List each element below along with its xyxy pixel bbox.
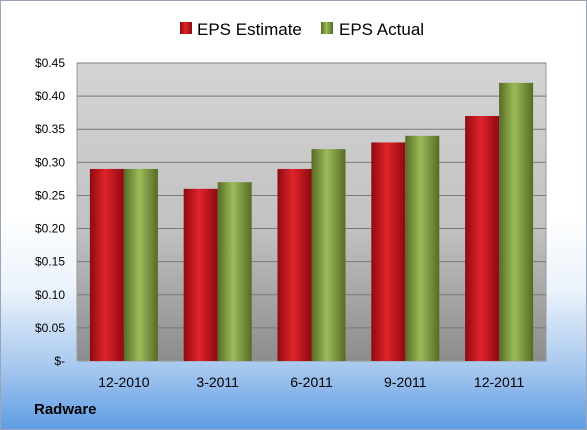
bar-eps-actual <box>405 135 440 361</box>
legend: EPS Estimate EPS Actual <box>180 20 424 39</box>
y-tick-label: $0.20 <box>35 222 65 236</box>
y-tick-label: $0.25 <box>35 188 65 202</box>
y-tick-label: $0.40 <box>35 89 65 103</box>
y-tick-label: $0.45 <box>35 56 65 70</box>
x-tick-label: 12-2010 <box>98 374 150 390</box>
bar-eps-estimate <box>465 115 500 361</box>
bar-eps-estimate <box>89 168 124 361</box>
bar-eps-actual <box>311 149 346 361</box>
x-tick-label: 3-2011 <box>196 374 239 390</box>
x-tick-label: 6-2011 <box>290 374 333 390</box>
legend-swatch-actual <box>321 22 333 34</box>
y-tick-label: $0.10 <box>35 288 65 302</box>
bar-eps-estimate <box>371 142 406 361</box>
y-tick-label: $- <box>54 354 65 368</box>
x-tick-label: 12-2011 <box>474 374 525 390</box>
y-tick-label: $0.05 <box>35 321 65 335</box>
bar-eps-estimate <box>277 168 312 361</box>
bar-eps-actual <box>217 182 252 361</box>
y-axis-ticks: $- $0.05 $0.10 $0.15 $0.20 $0.25 $0.30 $0.35 $0.… <box>35 56 65 368</box>
legend-swatch-estimate <box>180 22 192 34</box>
bar-eps-actual <box>123 168 158 361</box>
x-tick-label: 9-2011 <box>384 374 427 390</box>
x-axis-ticks: 12-2010 3-2011 6-2011 9-2011 12-2011 <box>98 374 524 390</box>
y-tick-label: $0.15 <box>35 255 65 269</box>
bars <box>89 82 534 361</box>
legend-label-estimate: EPS Estimate <box>197 20 302 39</box>
y-tick-label: $0.30 <box>35 155 65 169</box>
bar-eps-actual <box>499 82 534 361</box>
y-tick-label: $0.35 <box>35 122 65 136</box>
bar-eps-estimate <box>183 188 218 361</box>
company-label: Radware <box>34 401 97 418</box>
legend-label-actual: EPS Actual <box>339 20 424 39</box>
